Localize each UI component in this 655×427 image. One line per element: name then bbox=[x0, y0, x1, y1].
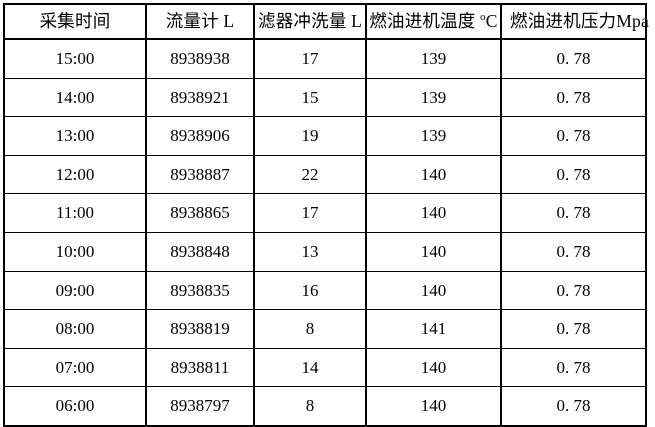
cell-filter-flush-volume[interactable]: 17 bbox=[253, 38, 367, 79]
cell-fuel-inlet-pressure[interactable]: 0. 78 bbox=[500, 231, 647, 272]
table-row: 08:00 8938819 8 141 0. 78 bbox=[3, 309, 647, 349]
cell-filter-flush-volume[interactable]: 16 bbox=[253, 270, 367, 311]
table-row: 09:00 8938835 16 140 0. 78 bbox=[3, 270, 647, 311]
cell-fuel-inlet-temperature[interactable]: 140 bbox=[365, 231, 502, 272]
cell-flow-meter[interactable]: 8938848 bbox=[145, 231, 255, 272]
cell-filter-flush-volume[interactable]: 19 bbox=[253, 116, 367, 156]
cell-fuel-inlet-pressure[interactable]: 0. 78 bbox=[500, 77, 647, 118]
cell-time[interactable]: 11:00 bbox=[3, 193, 147, 233]
cell-fuel-inlet-temperature[interactable]: 139 bbox=[365, 77, 502, 118]
cell-flow-meter[interactable]: 8938938 bbox=[145, 38, 255, 79]
measurement-data-table: 采集时间 流量计 L 滤器冲洗量 L 燃油进机温度 oC 燃油进机压力Mpa 1… bbox=[3, 3, 649, 427]
column-header-flow-meter[interactable]: 流量计 L bbox=[145, 3, 255, 40]
table-row: 13:00 8938906 19 139 0. 78 bbox=[3, 116, 647, 156]
column-header-fuel-inlet-pressure[interactable]: 燃油进机压力Mpa bbox=[500, 3, 649, 40]
cell-flow-meter[interactable]: 8938865 bbox=[145, 193, 255, 233]
cell-time[interactable]: 07:00 bbox=[3, 347, 147, 388]
cell-fuel-inlet-pressure[interactable]: 0. 78 bbox=[500, 154, 647, 195]
cell-fuel-inlet-pressure[interactable]: 0. 78 bbox=[500, 309, 647, 349]
table-header: 采集时间 流量计 L 滤器冲洗量 L 燃油进机温度 oC 燃油进机压力Mpa bbox=[3, 3, 649, 40]
column-header-pressure-text: 燃油进机压力Mpa bbox=[510, 11, 649, 31]
table-row: 07:00 8938811 14 140 0. 78 bbox=[3, 347, 647, 388]
cell-fuel-inlet-temperature[interactable]: 141 bbox=[365, 309, 502, 349]
cell-filter-flush-volume[interactable]: 14 bbox=[253, 347, 367, 388]
cell-time[interactable]: 09:00 bbox=[3, 270, 147, 311]
cell-time[interactable]: 13:00 bbox=[3, 116, 147, 156]
cell-filter-flush-volume[interactable]: 8 bbox=[253, 386, 367, 427]
cell-time[interactable]: 06:00 bbox=[3, 386, 147, 427]
cell-filter-flush-volume[interactable]: 8 bbox=[253, 309, 367, 349]
cell-time[interactable]: 12:00 bbox=[3, 154, 147, 195]
table-body: 15:00 8938938 17 139 0. 78 14:00 8938921 15 139 0… bbox=[3, 38, 647, 427]
table-row: 10:00 8938848 13 140 0. 78 bbox=[3, 231, 647, 272]
cell-fuel-inlet-pressure[interactable]: 0. 78 bbox=[500, 270, 647, 311]
cell-fuel-inlet-pressure[interactable]: 0. 78 bbox=[500, 38, 647, 79]
cell-fuel-inlet-temperature[interactable]: 140 bbox=[365, 347, 502, 388]
table-row: 11:00 8938865 17 140 0. 78 bbox=[3, 193, 647, 233]
column-header-filter-flush-volume[interactable]: 滤器冲洗量 L bbox=[253, 3, 367, 40]
cell-time[interactable]: 10:00 bbox=[3, 231, 147, 272]
degree-symbol-icon: o bbox=[480, 11, 486, 24]
cell-flow-meter[interactable]: 8938906 bbox=[145, 116, 255, 156]
cell-fuel-inlet-pressure[interactable]: 0. 78 bbox=[500, 386, 647, 427]
table-row: 15:00 8938938 17 139 0. 78 bbox=[3, 38, 647, 79]
cell-flow-meter[interactable]: 8938921 bbox=[145, 77, 255, 118]
cell-fuel-inlet-temperature[interactable]: 140 bbox=[365, 154, 502, 195]
cell-flow-meter[interactable]: 8938797 bbox=[145, 386, 255, 427]
cell-fuel-inlet-temperature[interactable]: 139 bbox=[365, 116, 502, 156]
column-header-temperature-unit: C bbox=[485, 11, 498, 31]
table-row: 12:00 8938887 22 140 0. 78 bbox=[3, 154, 647, 195]
cell-flow-meter[interactable]: 8938887 bbox=[145, 154, 255, 195]
cell-fuel-inlet-temperature[interactable]: 140 bbox=[365, 270, 502, 311]
cell-filter-flush-volume[interactable]: 15 bbox=[253, 77, 367, 118]
cell-time[interactable]: 08:00 bbox=[3, 309, 147, 349]
cell-flow-meter[interactable]: 8938819 bbox=[145, 309, 255, 349]
column-header-time[interactable]: 采集时间 bbox=[3, 3, 147, 40]
cell-filter-flush-volume[interactable]: 17 bbox=[253, 193, 367, 233]
cell-flow-meter[interactable]: 8938811 bbox=[145, 347, 255, 388]
cell-fuel-inlet-temperature[interactable]: 139 bbox=[365, 38, 502, 79]
cell-fuel-inlet-temperature[interactable]: 140 bbox=[365, 386, 502, 427]
column-header-temperature-text: 燃油进机温度 bbox=[369, 11, 481, 31]
column-header-fuel-inlet-temperature[interactable]: 燃油进机温度 oC bbox=[365, 3, 502, 40]
cell-fuel-inlet-pressure[interactable]: 0. 78 bbox=[500, 116, 647, 156]
cell-flow-meter[interactable]: 8938835 bbox=[145, 270, 255, 311]
cell-filter-flush-volume[interactable]: 22 bbox=[253, 154, 367, 195]
table-row: 14:00 8938921 15 139 0. 78 bbox=[3, 77, 647, 118]
cell-fuel-inlet-temperature[interactable]: 140 bbox=[365, 193, 502, 233]
table-header-row: 采集时间 流量计 L 滤器冲洗量 L 燃油进机温度 oC 燃油进机压力Mpa bbox=[3, 3, 649, 40]
table-row: 06:00 8938797 8 140 0. 78 bbox=[3, 386, 647, 427]
cell-time[interactable]: 15:00 bbox=[3, 38, 147, 79]
cell-fuel-inlet-pressure[interactable]: 0. 78 bbox=[500, 193, 647, 233]
cell-fuel-inlet-pressure[interactable]: 0. 78 bbox=[500, 347, 647, 388]
cell-filter-flush-volume[interactable]: 13 bbox=[253, 231, 367, 272]
cell-time[interactable]: 14:00 bbox=[3, 77, 147, 118]
